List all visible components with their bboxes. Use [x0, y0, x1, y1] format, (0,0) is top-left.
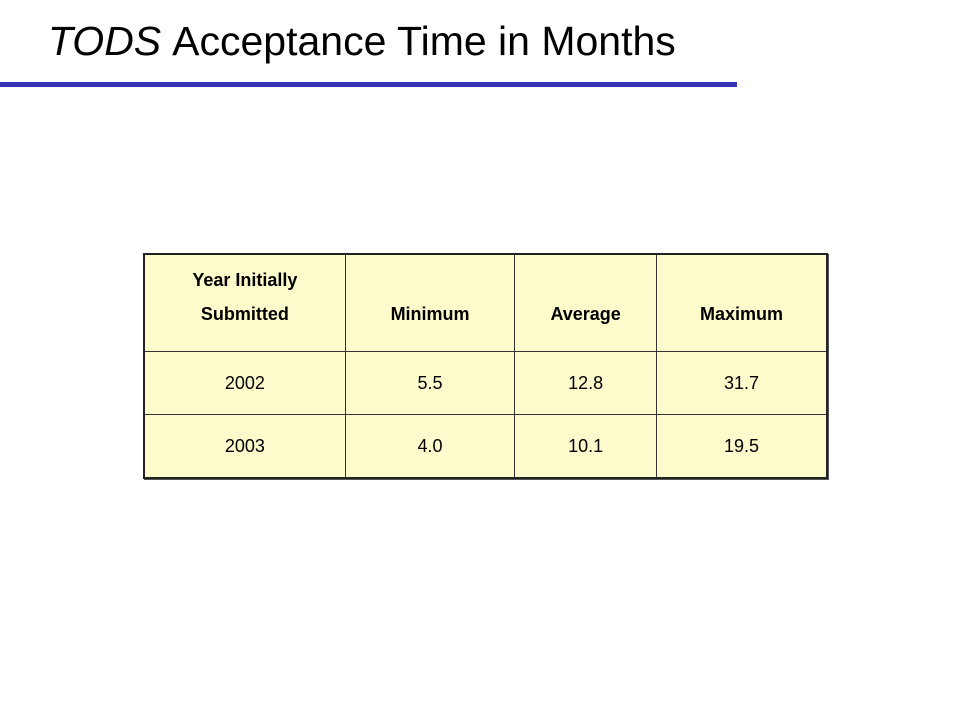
header-cell: Year Initially Submitted — [143, 253, 346, 352]
header-cell: Average — [514, 253, 657, 352]
table-cell: 4.0 — [344, 414, 516, 479]
data-table: Year Initially Submitted Minimum Average Ma… — [143, 253, 828, 479]
table-cell: 31.7 — [655, 351, 828, 415]
header-row: Year Initially Submitted Minimum Average Ma… — [143, 253, 828, 352]
table-cell: 12.8 — [514, 351, 657, 415]
table-body: 2002 5.5 12.8 31.7 2003 4.0 10.1 19.5 — [143, 351, 828, 479]
table-row: 2003 4.0 10.1 19.5 — [143, 414, 828, 479]
table-cell: 5.5 — [344, 351, 516, 415]
title: TODS Acceptance Time in Months — [48, 18, 676, 65]
title-emphasis: TODS — [48, 18, 162, 64]
header-cell: Minimum — [344, 253, 516, 352]
header-cell: Maximum — [655, 253, 828, 352]
table-cell: 19.5 — [655, 414, 828, 479]
table-cell: 2003 — [143, 414, 346, 479]
title-rest: Acceptance Time in Months — [172, 18, 676, 64]
title-rule — [0, 82, 737, 87]
table-cell: 2002 — [143, 351, 346, 415]
table-cell: 10.1 — [514, 414, 657, 479]
table-row: 2002 5.5 12.8 31.7 — [143, 351, 828, 415]
